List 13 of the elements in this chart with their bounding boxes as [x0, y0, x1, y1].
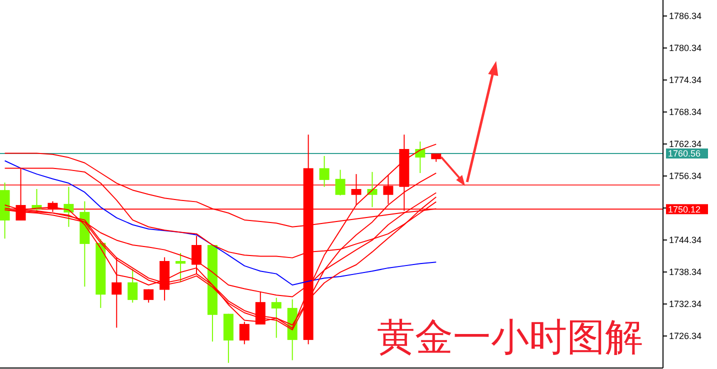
annotation: 黄金一小时图解: [377, 315, 643, 359]
ref-line-label: 1750.12: [668, 204, 701, 214]
y-tick-label: 1768.34: [669, 107, 702, 118]
y-tick-label: 1762.34: [669, 139, 702, 150]
y-tick-label: 1738.34: [669, 267, 702, 278]
y-tick-label: 1780.34: [669, 43, 702, 54]
y-tick-label: 1774.34: [669, 75, 702, 86]
y-tick-label: 1726.34: [669, 331, 702, 342]
y-tick-label: 1756.34: [669, 171, 702, 182]
y-tick-label: 1786.34: [669, 11, 702, 22]
y-tick-label: 1744.34: [669, 235, 702, 246]
y-tick-label: 1732.34: [669, 299, 702, 310]
ref-line-label: 1760.56: [668, 148, 701, 159]
